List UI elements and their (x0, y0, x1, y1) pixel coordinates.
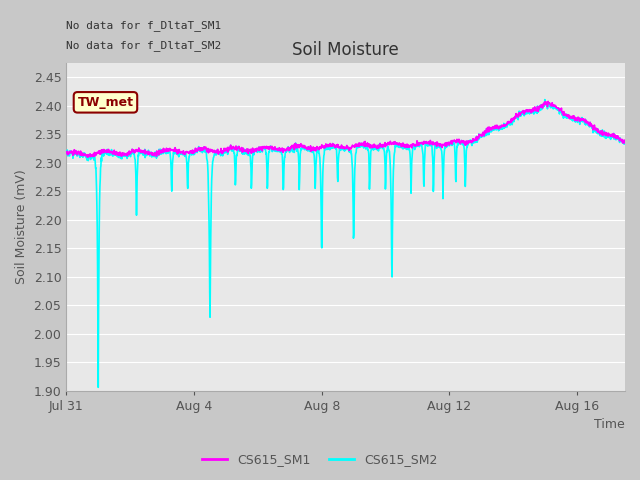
X-axis label: Time: Time (595, 419, 625, 432)
Legend: CS615_SM1, CS615_SM2: CS615_SM1, CS615_SM2 (197, 448, 443, 471)
Text: No data for f_DltaT_SM1: No data for f_DltaT_SM1 (67, 21, 221, 31)
Title: Soil Moisture: Soil Moisture (292, 41, 399, 59)
Text: TW_met: TW_met (77, 96, 134, 109)
Y-axis label: Soil Moisture (mV): Soil Moisture (mV) (15, 169, 28, 284)
Text: No data for f_DltaT_SM2: No data for f_DltaT_SM2 (67, 40, 221, 51)
